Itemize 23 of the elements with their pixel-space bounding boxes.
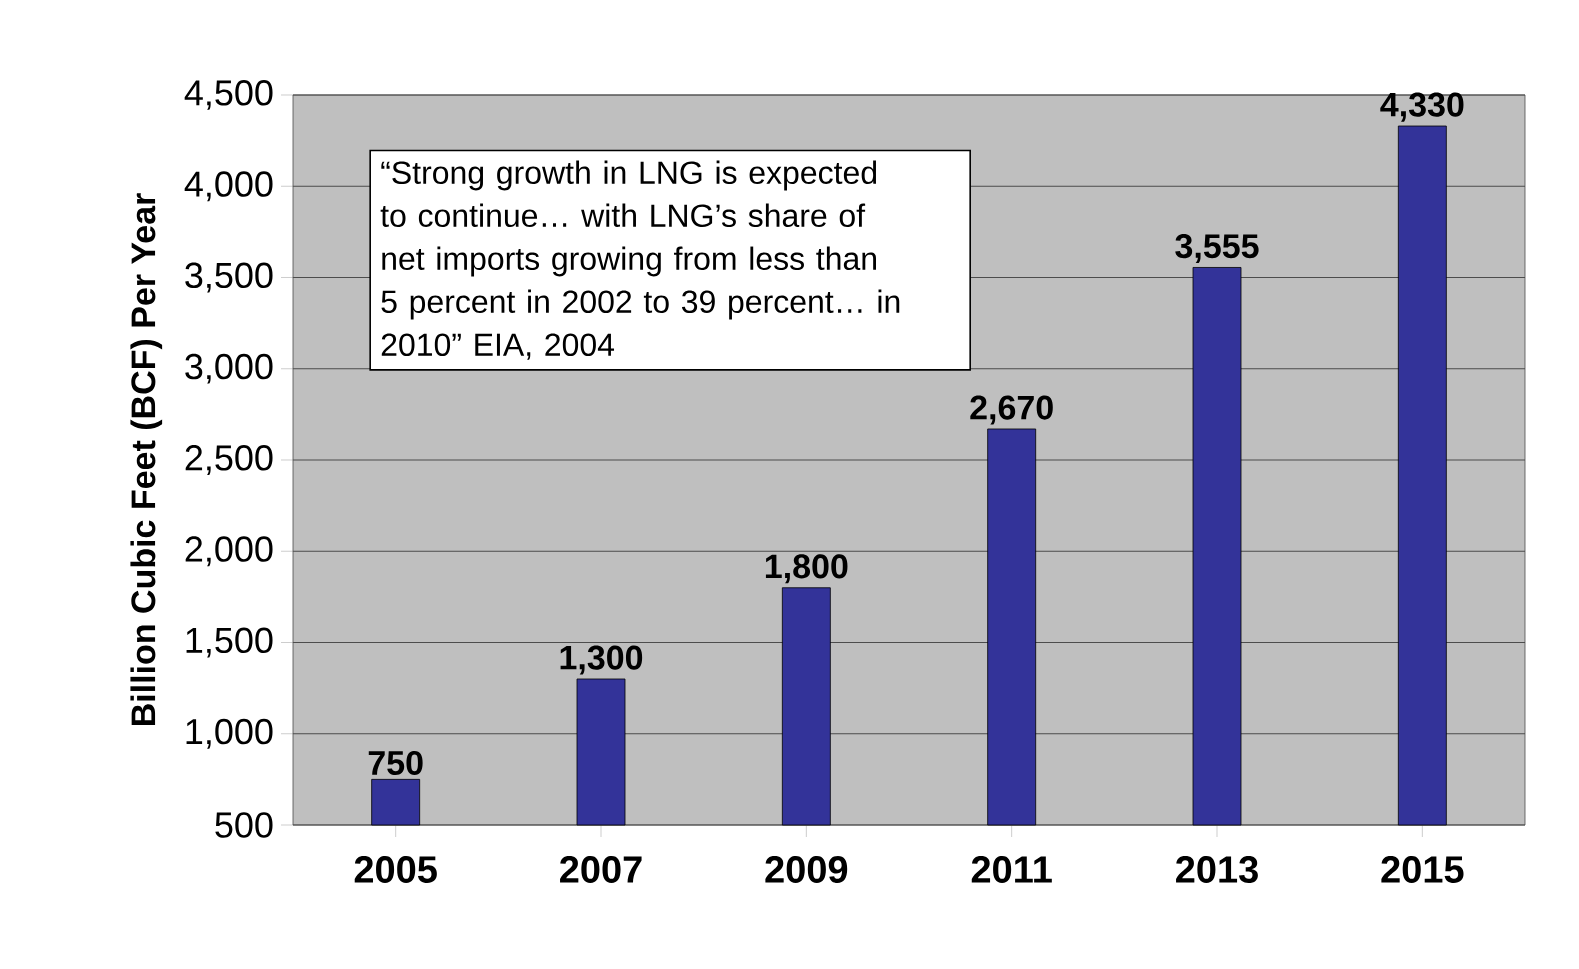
x-tick-label: 2009 <box>765 856 848 883</box>
data-label: 3,555 <box>1175 234 1259 264</box>
y-axis-title: Billion Cubic Feet (BCF) Per Year <box>130 193 163 726</box>
y-tick-label: 1,000 <box>186 718 273 749</box>
x-tick-label: 2015 <box>1381 856 1464 883</box>
y-tick-label: 3,000 <box>185 353 273 384</box>
data-label: 1,300 <box>560 645 643 675</box>
data-label: 4,330 <box>1380 92 1464 122</box>
x-tick-label: 2011 <box>971 856 1052 883</box>
annotation: “Strong growth in LNG is expected to continue… with LNG’s share of net imports growing from less than 5 percent in 2002 to 39 percent… in 2010” EIA, 2004 <box>380 160 900 360</box>
x-tick-label: 2007 <box>560 856 642 883</box>
y-tick-label: 500 <box>215 812 273 838</box>
y-tick-label: 2,500 <box>185 445 273 475</box>
y-tick-label: 3,500 <box>185 262 273 293</box>
data-label: 750 <box>368 750 423 775</box>
y-tick-label: 1,500 <box>186 627 273 658</box>
y-tick-label: 4,000 <box>184 171 273 202</box>
x-tick-label: 2013 <box>1176 856 1258 884</box>
x-tick-label: 2005 <box>354 856 437 883</box>
y-tick-label: 2,000 <box>185 536 273 567</box>
y-tick-label: 4,500 <box>184 80 273 110</box>
data-label: 1,800 <box>765 554 848 584</box>
data-label: 2,670 <box>970 395 1053 425</box>
